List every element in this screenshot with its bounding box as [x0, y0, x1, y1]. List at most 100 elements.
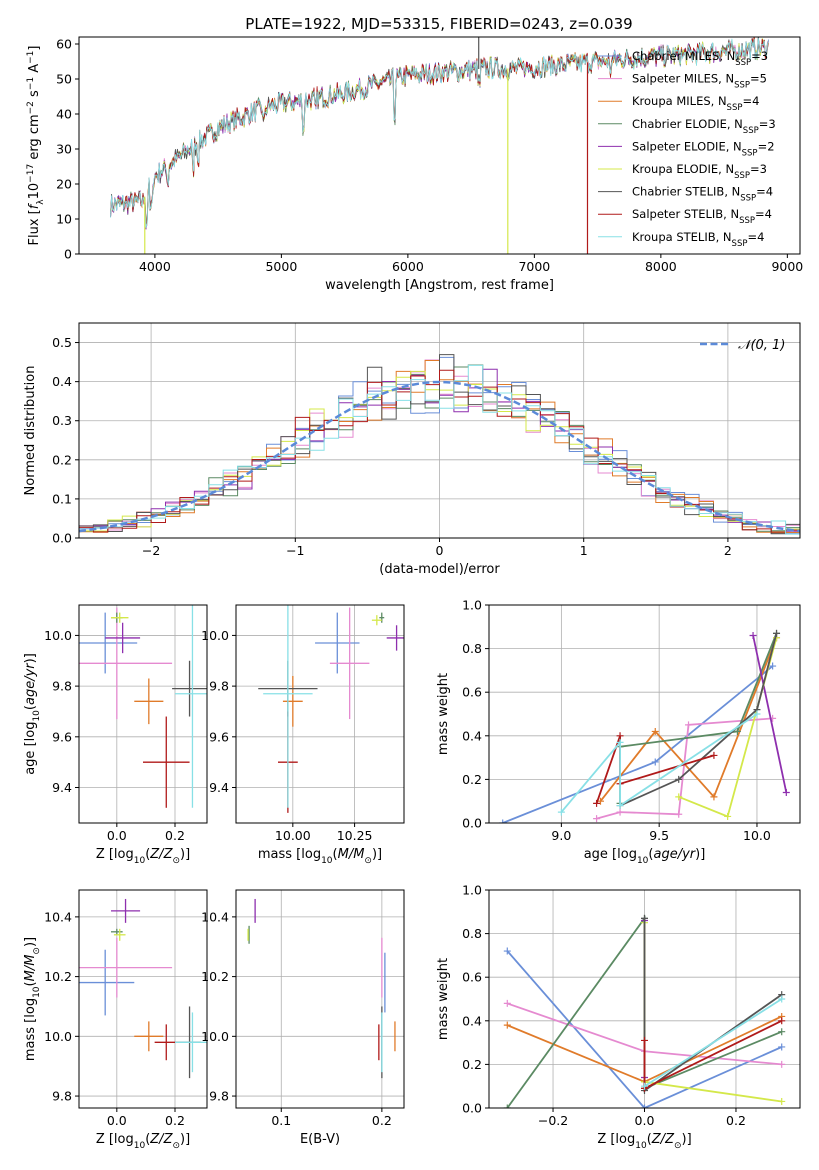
- y-tick-label: 9.6: [209, 729, 229, 744]
- errorbar-point-1: [79, 937, 173, 998]
- axes-frame: [488, 604, 801, 824]
- series-marker-1: [616, 808, 624, 816]
- y-axis-label: mass weight: [436, 673, 451, 755]
- series-marker-6: [641, 914, 648, 922]
- y-tick-label: 10.0: [44, 628, 72, 643]
- x-axis-label: age [log10(age/yr)]: [584, 847, 706, 866]
- series-marker-0: [499, 819, 507, 823]
- series-marker-4: [782, 788, 790, 796]
- histogram-8: [79, 364, 800, 535]
- x-tick-label: 0.0: [107, 1113, 127, 1128]
- x-tick-label: 9.5: [649, 828, 669, 843]
- series-line-3: [619, 632, 778, 804]
- series-marker-1: [685, 721, 693, 729]
- y-tick-label: 9.4: [52, 780, 72, 795]
- y-tick-label: 0.3: [52, 413, 72, 428]
- errorbar-point-7: [154, 1024, 178, 1061]
- series-marker-8: [557, 808, 565, 816]
- series-marker-3: [733, 727, 741, 735]
- y-tick-label: 0.0: [52, 531, 72, 546]
- y-tick-label: 0: [64, 247, 72, 262]
- errorbar-point-3: [111, 928, 123, 935]
- plot-area: [79, 898, 207, 1079]
- axes-frame: [78, 889, 208, 1109]
- x-tick-label: −0.2: [538, 1113, 568, 1128]
- series-line-5: [678, 637, 778, 818]
- panel-mass-vs-Z: 0.0 0.2 9.8 10.0 10.2 10.4 Z [log10(Z/Z⊙)] mass…: [23, 889, 208, 1151]
- x-tick-label: 0: [436, 543, 444, 558]
- y-tick-label: 9.6: [52, 729, 72, 744]
- y-tick-label: 1.0: [462, 883, 482, 898]
- errorbar-point-8: [263, 605, 313, 808]
- axes-frame: [78, 36, 801, 255]
- series-marker-7: [778, 1017, 786, 1025]
- legend-label: Chabrier ELODIE, NSSP=3: [632, 117, 776, 136]
- y-tick-label: 0.2: [462, 1057, 482, 1072]
- legend-label: Kroupa STELIB, NSSP=4: [632, 230, 764, 249]
- x-axis-label: mass [log10(M/M⊙)]: [258, 847, 382, 866]
- series-marker-4: [749, 632, 757, 640]
- series-marker-1: [503, 999, 511, 1007]
- y-tick-label: 0.2: [462, 772, 482, 787]
- series-marker-8: [616, 802, 624, 810]
- x-tick-label: 0.0: [635, 1113, 655, 1128]
- y-tick-label: 0.4: [52, 374, 72, 389]
- x-axis-label: Z [log10(Z/Z⊙)]: [96, 1132, 190, 1151]
- y-tick-label: 10.2: [44, 969, 72, 984]
- y-tick-label: 0.5: [52, 335, 72, 350]
- series-marker-3: [778, 1028, 786, 1036]
- series-marker-0: [641, 1104, 648, 1108]
- y-tick-label: 9.8: [209, 679, 229, 694]
- series-line-8: [560, 713, 758, 813]
- y-tick-label: 20: [56, 177, 72, 192]
- legend-label: Chabrier MILES, NSSP=3: [632, 49, 768, 68]
- legend-label: Salpeter ELODIE, NSSP=2: [632, 139, 775, 158]
- errorbar-point-0: [315, 612, 360, 674]
- legend-label: Salpeter MILES, NSSP=5: [632, 72, 767, 91]
- errorbar-point-1: [329, 607, 370, 720]
- x-axis-label: (data-model)/error: [379, 562, 500, 577]
- series-marker-2: [503, 1021, 511, 1029]
- y-tick-label: 1.0: [462, 598, 482, 613]
- y-tick-label: 30: [56, 142, 72, 157]
- y-tick-label: 9.8: [209, 1089, 229, 1104]
- y-axis-label: age [log10(age/yr)]: [23, 653, 42, 775]
- series-marker-8: [753, 710, 761, 718]
- legend-label: Chabrier STELIB, NSSP=4: [632, 185, 773, 204]
- series-line-4: [752, 635, 788, 793]
- y-tick-label: 0.1: [52, 491, 72, 506]
- series-marker-1: [675, 810, 683, 818]
- plot-area: [79, 354, 800, 535]
- y-tick-label: 50: [56, 72, 72, 87]
- series-line-8: [644, 998, 783, 1087]
- x-tick-label: 2: [724, 543, 732, 558]
- series-marker-8: [616, 738, 624, 746]
- figure-title: PLATE=1922, MJD=53315, FIBERID=0243, z=0…: [245, 15, 632, 33]
- series-marker-5: [724, 812, 732, 820]
- y-tick-label: 0.0: [462, 1101, 482, 1116]
- series-marker-7: [616, 732, 624, 740]
- x-tick-label: 0.2: [372, 1113, 392, 1128]
- x-tick-label: 10.0: [743, 828, 771, 843]
- x-axis-label: E(B-V): [300, 1132, 340, 1147]
- errorbar-point-2: [134, 678, 164, 725]
- gaussian-curve: [79, 380, 800, 533]
- x-tick-label: 6000: [392, 259, 424, 274]
- series-marker-8: [778, 995, 786, 1003]
- y-tick-label: 40: [56, 107, 72, 122]
- panel-age-vs-mass: 10.00 10.25 9.4 9.6 9.8 10.0 mass [log10(M/M⊙)…: [201, 604, 405, 866]
- errorbar-point-0: [79, 612, 138, 674]
- y-tick-label: 0.8: [462, 641, 482, 656]
- series-marker-5: [675, 793, 683, 801]
- y-tick-label: 10.4: [44, 909, 72, 924]
- x-tick-label: 0.2: [165, 1113, 185, 1128]
- y-tick-label: 60: [56, 37, 72, 52]
- plot-area: [79, 605, 207, 808]
- spectrum-line-8: [110, 38, 769, 228]
- series-marker-5: [778, 1097, 786, 1105]
- x-tick-label: 5000: [265, 259, 297, 274]
- x-tick-label: 0.2: [165, 828, 185, 843]
- x-tick-label: 0.0: [107, 828, 127, 843]
- errorbar-point-4: [386, 625, 404, 651]
- legend-label: Kroupa ELODIE, NSSP=3: [632, 162, 767, 181]
